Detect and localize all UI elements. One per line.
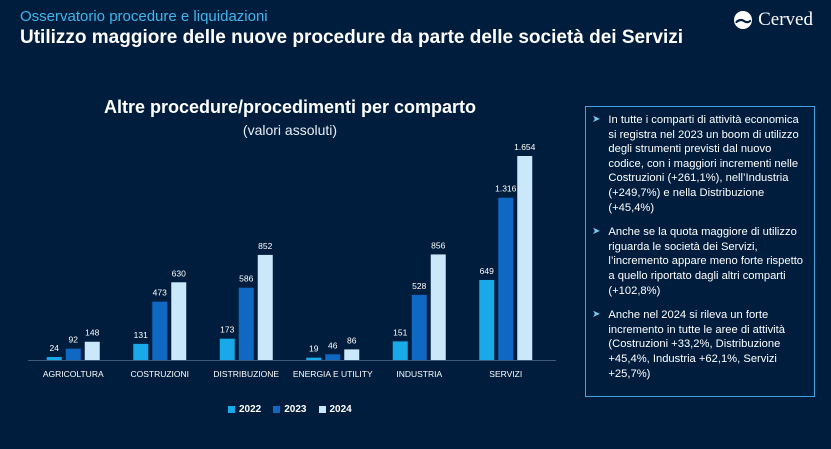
bar-agricoltura-2024 [84,341,100,360]
legend-item-2023: 2023 [273,404,307,415]
page-title: Utilizzo maggiore delle nuove procedure … [20,27,684,48]
category-label-costruzioni: COSTRUZIONI [130,369,189,379]
chevron-right-double-icon: ➤ [592,114,601,125]
data-label-energia-e-utility-2022: 19 [309,344,319,354]
bar-distribuzione-2024 [257,254,273,360]
data-label-distribuzione-2024: 852 [258,241,272,251]
bar-agricoltura-2023 [65,348,81,360]
header-subtitle: Osservatorio procedure e liquidazioni [20,8,268,25]
bar-costruzioni-2022 [133,343,149,360]
data-label-agricoltura-2024: 148 [85,328,99,338]
legend-swatch-2023 [273,406,281,413]
note-item: ➤ In tutte i comparti di attività econom… [592,113,806,215]
cerved-logo: Cerved [733,9,813,31]
note-item: ➤ Anche se la quota maggiore di utilizzo… [592,225,806,298]
data-label-costruzioni-2023: 473 [153,288,167,298]
data-label-industria-2023: 528 [412,281,426,291]
category-label-industria: INDUSTRIA [396,369,442,379]
bar-costruzioni-2023 [152,301,168,360]
data-label-industria-2022: 151 [393,327,407,337]
legend-label-2024: 2024 [329,404,352,415]
notes-panel: ➤ In tutte i comparti di attività econom… [585,106,815,397]
data-label-agricoltura-2023: 92 [69,335,79,345]
data-label-agricoltura-2022: 24 [50,343,60,353]
bar-industria-2024 [430,254,446,360]
bar-industria-2023 [411,294,427,360]
data-label-industria-2024: 856 [431,240,445,250]
category-label-energia-e-utility: ENERGIA E UTILITY [293,369,373,379]
chart-subtitle: (valori assoluti) [242,122,338,138]
data-label-servizi-2022: 649 [480,266,494,276]
data-label-costruzioni-2022: 131 [134,330,148,340]
bar-servizi-2024 [517,156,533,360]
bar-distribuzione-2023 [238,287,254,360]
chevron-right-double-icon: ➤ [592,309,601,321]
legend-label-2022: 2022 [239,404,262,415]
legend-label-2023: 2023 [284,404,307,415]
data-label-energia-e-utility-2023: 46 [328,340,338,350]
bar-costruzioni-2024 [171,282,187,360]
data-label-servizi-2024: 1.654 [514,142,536,152]
data-label-energia-e-utility-2024: 86 [347,335,357,345]
data-label-costruzioni-2024: 630 [172,268,186,278]
data-label-servizi-2023: 1.316 [495,184,517,194]
legend-item-2022: 2022 [228,404,261,415]
note-text: Anche nel 2024 si rileva un forte increm… [608,309,785,380]
logo-text: Cerved [758,9,813,30]
bar-servizi-2022 [479,279,495,360]
bar-industria-2022 [392,341,408,360]
category-label-servizi: SERVIZI [489,369,522,379]
data-label-distribuzione-2023: 586 [239,274,253,284]
bar-energia-e-utility-2023 [325,354,341,360]
category-label-agricoltura: AGRICOLTURA [43,369,104,379]
note-item: ➤ Anche nel 2024 si rileva un forte incr… [592,308,806,381]
legend-swatch-2022 [228,406,235,413]
category-label-distribuzione: DISTRIBUZIONE [213,369,279,379]
data-label-distribuzione-2022: 173 [220,325,234,335]
chevron-right-double-icon: ➤ [592,226,601,238]
chart-legend: 2022 2023 2024 [228,404,352,415]
bar-energia-e-utility-2022 [306,357,322,360]
bar-distribuzione-2022 [219,338,235,360]
note-text: Anche se la quota maggiore di utilizzo r… [608,226,804,297]
bar-energia-e-utility-2024 [344,349,360,360]
legend-swatch-2024 [318,406,326,413]
chart-title: Altre procedure/procedimenti per compart… [103,97,477,117]
bar-servizi-2023 [498,197,514,360]
bar-agricoltura-2022 [46,357,62,360]
cerved-logo-icon [734,11,753,29]
legend-item-2024: 2024 [318,404,352,415]
note-text: In tutte i comparti di attività economic… [608,114,799,214]
